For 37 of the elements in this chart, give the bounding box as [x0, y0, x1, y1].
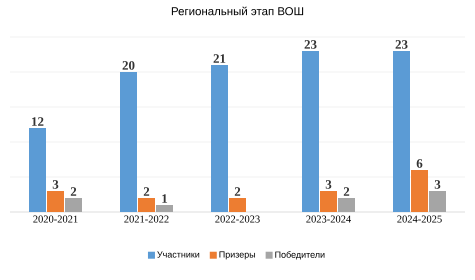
data-label: 2 — [144, 187, 150, 196]
data-label: 2 — [344, 187, 350, 196]
x-tick-label: 2022-2023 — [215, 216, 260, 223]
data-label: 3 — [326, 180, 332, 189]
x-tick-label: 2024-2025 — [397, 216, 442, 223]
bar — [65, 198, 82, 212]
x-tick-label: 2021-2022 — [124, 216, 169, 223]
bar — [29, 128, 46, 212]
data-label: 3 — [52, 180, 58, 189]
legend-label: Участники — [157, 251, 200, 258]
bar — [211, 65, 228, 212]
bar — [393, 51, 410, 212]
bar — [302, 51, 319, 212]
bar — [120, 72, 137, 212]
bar — [320, 191, 338, 212]
legend-label: Призеры — [219, 251, 256, 260]
bar — [47, 191, 64, 212]
data-label: 12 — [32, 117, 44, 126]
data-label: 2 — [70, 187, 76, 196]
bar — [138, 198, 155, 212]
x-tick-label: 2020-2021 — [33, 216, 78, 223]
data-label: 3 — [434, 180, 440, 189]
bar — [411, 170, 428, 212]
bar — [429, 191, 446, 212]
data-label: 6 — [416, 159, 422, 168]
data-label: 21 — [214, 54, 226, 63]
bar — [229, 198, 246, 212]
legend-label: Победители — [275, 251, 324, 260]
data-label: 23 — [304, 40, 317, 49]
bar — [338, 198, 356, 212]
data-label: 23 — [396, 40, 408, 49]
data-label: 20 — [122, 61, 134, 70]
data-label: 2 — [234, 187, 240, 196]
bar — [156, 205, 173, 212]
data-label: 1 — [162, 194, 168, 203]
x-tick-label: 2023-2024 — [306, 216, 351, 223]
chart-title: Региональный этап ВОШ — [172, 6, 304, 16]
